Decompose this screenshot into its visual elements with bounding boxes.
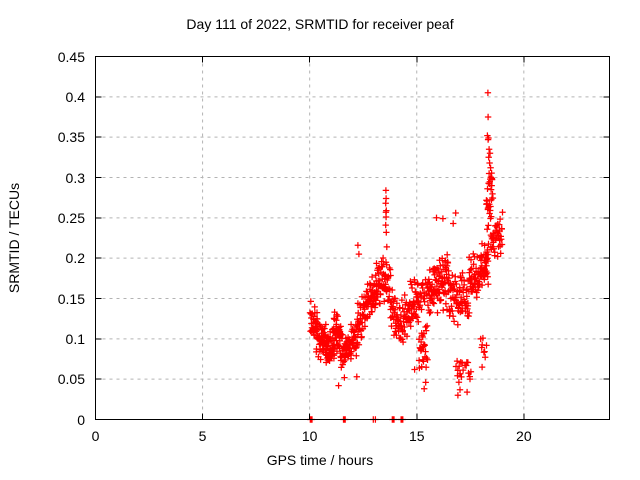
y-tick-label: 0.35: [57, 129, 85, 146]
y-tick-label: 0.1: [65, 330, 85, 347]
chart-title: Day 111 of 2022, SRMTID for receiver pea…: [186, 16, 454, 32]
x-tick-label: 20: [516, 428, 532, 444]
plot-border: [95, 56, 610, 420]
y-tick-label: 0.25: [57, 209, 85, 226]
y-axis-label: SRMTID / TECUs: [6, 182, 22, 294]
x-tick-label: 10: [301, 428, 318, 444]
grid-lines: [95, 56, 610, 420]
y-tick-label: 0.15: [57, 290, 85, 307]
x-axis-label: GPS time / hours: [266, 452, 374, 468]
y-tick-label: 0: [77, 411, 85, 428]
y-tick-label: 0.3: [65, 169, 85, 186]
tick-marks: [95, 56, 610, 420]
y-tick-label: 0.45: [57, 48, 85, 65]
scatter-series: [306, 89, 506, 423]
x-tick-label: 0: [91, 428, 100, 444]
y-tick-label: 0.2: [65, 250, 85, 267]
x-tick-label: 5: [198, 428, 207, 444]
x-tick-label: 15: [408, 428, 425, 444]
y-tick-label: 0.05: [57, 371, 85, 388]
y-tick-label: 0.4: [65, 88, 85, 105]
